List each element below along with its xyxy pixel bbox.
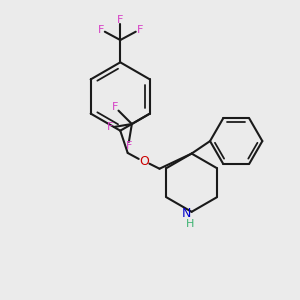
Text: O: O — [139, 155, 149, 168]
Text: F: F — [136, 25, 143, 35]
Text: F: F — [98, 25, 104, 35]
Text: F: F — [112, 102, 119, 112]
Text: F: F — [126, 141, 133, 151]
Text: N: N — [182, 207, 191, 220]
Text: H: H — [186, 219, 194, 229]
Text: F: F — [117, 15, 124, 25]
Text: F: F — [107, 122, 113, 132]
